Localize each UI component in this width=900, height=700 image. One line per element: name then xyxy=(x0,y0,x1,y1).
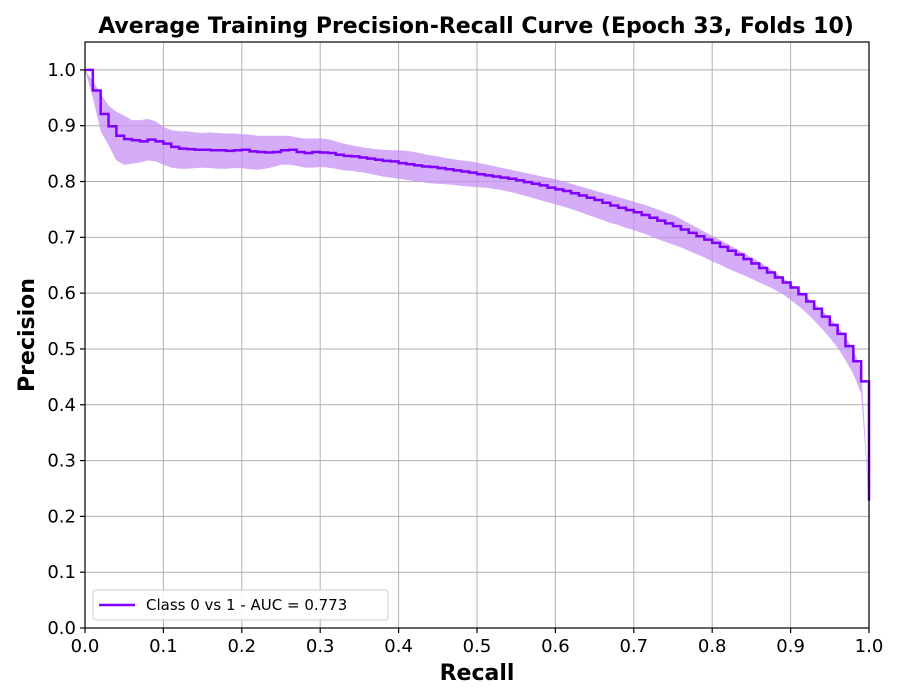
y-tick-label: 0.1 xyxy=(47,562,76,583)
y-tick-label: 0.7 xyxy=(47,227,76,248)
x-tick-label: 0.0 xyxy=(71,636,100,657)
y-tick-label: 1.0 xyxy=(47,60,76,81)
legend-entry: Class 0 vs 1 - AUC = 0.773 xyxy=(146,596,347,614)
y-tick-label: 0.5 xyxy=(47,339,76,360)
y-tick-label: 0.8 xyxy=(47,172,76,193)
x-tick-label: 0.9 xyxy=(776,636,805,657)
chart-title: Average Training Precision-Recall Curve … xyxy=(98,14,854,39)
y-tick-label: 0.0 xyxy=(47,618,76,639)
y-tick-label: 0.3 xyxy=(47,451,76,472)
x-tick-label: 0.1 xyxy=(149,636,178,657)
legend-box xyxy=(92,589,389,621)
plot-area xyxy=(85,68,871,501)
x-tick-label: 0.7 xyxy=(619,636,648,657)
y-axis-label: Precision xyxy=(15,278,40,392)
x-tick-label: 1.0 xyxy=(855,636,884,657)
x-axis: 0.0 0.1 0.2 0.3 0.4 0.5 0.6 0.7 0.8 0.9 1.0 xyxy=(71,628,884,657)
x-tick-label: 0.5 xyxy=(463,636,492,657)
legend: Class 0 vs 1 - AUC = 0.773 xyxy=(92,589,389,621)
pr-step-line xyxy=(85,68,871,501)
y-axis: 0.0 0.1 0.2 0.3 0.4 0.5 0.6 0.7 0.8 0.9 1.0 xyxy=(47,60,85,639)
y-tick-label: 0.6 xyxy=(47,283,76,304)
x-tick-label: 0.4 xyxy=(384,636,413,657)
y-tick-label: 0.9 xyxy=(47,116,76,137)
x-axis-label: Recall xyxy=(440,661,515,686)
x-tick-label: 0.6 xyxy=(541,636,570,657)
y-tick-label: 0.2 xyxy=(47,506,76,527)
x-tick-label: 0.3 xyxy=(306,636,335,657)
y-tick-label: 0.4 xyxy=(47,395,76,416)
x-tick-label: 0.8 xyxy=(698,636,727,657)
x-tick-label: 0.2 xyxy=(227,636,256,657)
